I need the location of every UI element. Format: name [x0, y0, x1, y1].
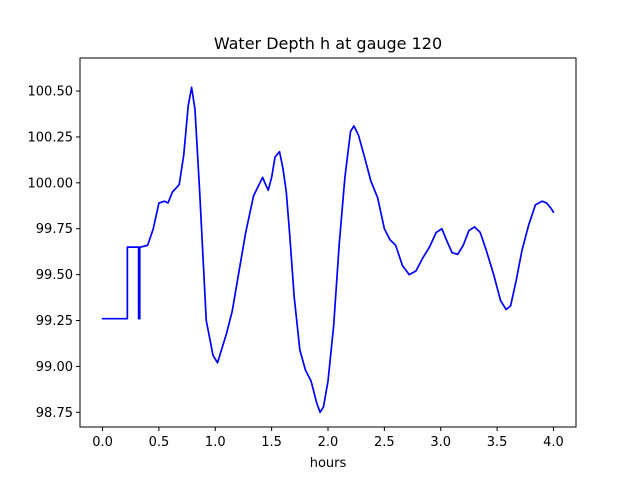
chart-title: Water Depth h at gauge 120 [214, 34, 442, 53]
x-tick-label: 4.0 [543, 435, 564, 450]
y-tick-label: 99.50 [36, 268, 73, 283]
y-tick-label: 99.75 [36, 222, 73, 237]
x-axis-label: hours [310, 456, 347, 471]
x-tick-label: 2.5 [374, 435, 395, 450]
x-tick-label: 1.5 [261, 435, 282, 450]
x-axis: 0.0 0.5 1.0 1.5 2.0 2.5 3.0 3.5 4.0 [92, 427, 564, 450]
y-tick-label: 99.25 [36, 314, 73, 329]
y-tick-label: 99.00 [36, 360, 73, 375]
x-tick-label: 0.5 [149, 435, 170, 450]
y-tick-label: 100.50 [28, 85, 74, 100]
x-tick-label: 0.0 [92, 435, 113, 450]
x-tick-label: 2.0 [318, 435, 339, 450]
x-tick-label: 3.0 [430, 435, 451, 450]
x-tick-label: 1.0 [205, 435, 226, 450]
series-line [101, 86, 555, 414]
y-tick-label: 98.75 [36, 406, 73, 421]
y-tick-label: 100.25 [28, 130, 74, 145]
y-tick-label: 100.00 [28, 176, 74, 191]
x-tick-label: 3.5 [487, 435, 508, 450]
y-axis: 98.75 99.00 99.25 99.50 99.75 100.00 100.25 100… [28, 85, 80, 421]
plot-area [101, 86, 555, 414]
axes-frame [79, 57, 577, 428]
